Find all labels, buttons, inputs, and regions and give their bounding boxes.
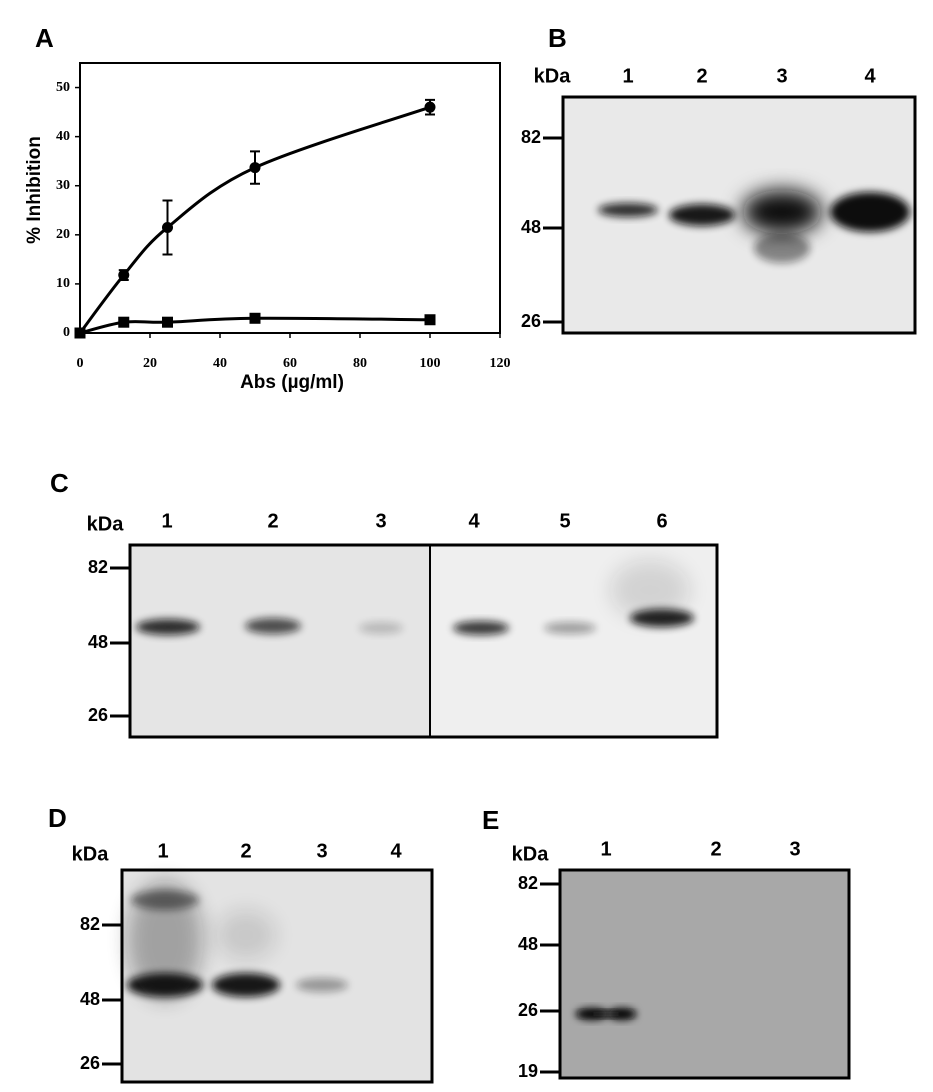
lane-label: 4 [390,840,402,862]
lane-label: 1 [161,510,172,532]
lane-label: 1 [157,840,168,862]
bands [136,560,694,635]
marker-label: 82 [518,873,538,893]
marker-label: 26 [88,705,108,725]
y-tick-label: 10 [56,276,70,291]
data-point [118,316,130,328]
series-line [79,316,431,335]
plot-frame [79,62,501,334]
panel-letter: B [548,23,567,53]
lane-label: 3 [375,510,386,532]
panel-letter: A [35,23,54,53]
lane-label: 6 [656,510,667,532]
band [754,233,810,263]
unit-label: kDa [72,843,110,865]
y-tick-label: 20 [56,227,70,242]
marker-label: 19 [518,1061,538,1081]
y-tick-label: 50 [56,80,70,95]
panel-letter: C [50,468,69,498]
band [610,560,690,620]
unit-label: kDa [87,513,125,535]
band [245,618,301,634]
band [544,622,596,634]
band [136,619,200,635]
band [830,192,910,232]
bands [127,880,348,1000]
data-point [74,327,86,339]
membrane [560,870,849,1078]
lane-label: 1 [622,65,633,87]
marker-label: 26 [521,311,541,331]
data-point [424,101,436,113]
data-point [249,162,261,174]
unit-label: kDa [534,65,572,87]
band [212,973,280,997]
blot-frame [561,95,917,335]
x-tick-label: 100 [420,356,441,371]
marker-label: 82 [88,557,108,577]
band [669,204,735,226]
band [576,1011,636,1017]
x-tick-label: 80 [353,356,367,371]
lane-label: 1 [600,838,611,860]
x-tick-label: 60 [283,356,297,371]
marker-label: 82 [521,127,541,147]
panel-letter: E [482,805,499,835]
data-point [424,314,436,326]
blot-frame [128,543,719,739]
lane-label: 4 [468,510,480,532]
lane-label: 2 [710,838,721,860]
band [598,203,658,217]
lane-label: 2 [267,510,278,532]
x-tick-label: 0 [77,356,84,371]
band [359,622,403,634]
panel-a: A 0 20 40 60 80 100 120 0 10 20 30 40 50 Abs (µg/ml) % … [24,23,510,393]
data-point [249,312,261,324]
lane-label: 4 [864,65,876,87]
lane-label: 3 [776,65,787,87]
x-tick-label: 120 [490,356,511,371]
panel-letter: D [48,803,67,833]
lane-label: 2 [696,65,707,87]
x-tick-label: 40 [213,356,227,371]
marker-label: 48 [518,934,538,954]
marker-label: 48 [521,217,541,237]
marker-label: 82 [80,914,100,934]
lane-label: 3 [316,840,327,862]
x-tick-label: 20 [143,356,157,371]
y-axis-label: % Inhibition [24,136,45,244]
unit-label: kDa [512,843,550,865]
blot-frame [120,868,434,1084]
band [742,190,822,234]
bands [598,190,910,263]
bands [576,1008,636,1020]
membrane [130,545,430,737]
data-point [118,269,130,281]
lane-label: 2 [240,840,251,862]
data-point [162,221,173,233]
y-tick-label: 40 [56,129,70,144]
blot-frame [558,868,851,1080]
band [216,910,276,960]
marker-label: 48 [80,989,100,1009]
y-tick-label: 0 [63,325,70,340]
y-tick-label: 30 [56,178,70,193]
lane-label: 3 [789,838,800,860]
band [453,621,509,635]
band [296,978,348,992]
lane-label: 5 [559,510,570,532]
data-point [162,316,173,328]
marker-label: 26 [80,1053,100,1073]
marker-label: 26 [518,1000,538,1020]
band [127,880,203,1000]
marker-label: 48 [88,632,108,652]
x-axis-label: Abs (µg/ml) [240,372,344,393]
series-line [78,105,431,334]
